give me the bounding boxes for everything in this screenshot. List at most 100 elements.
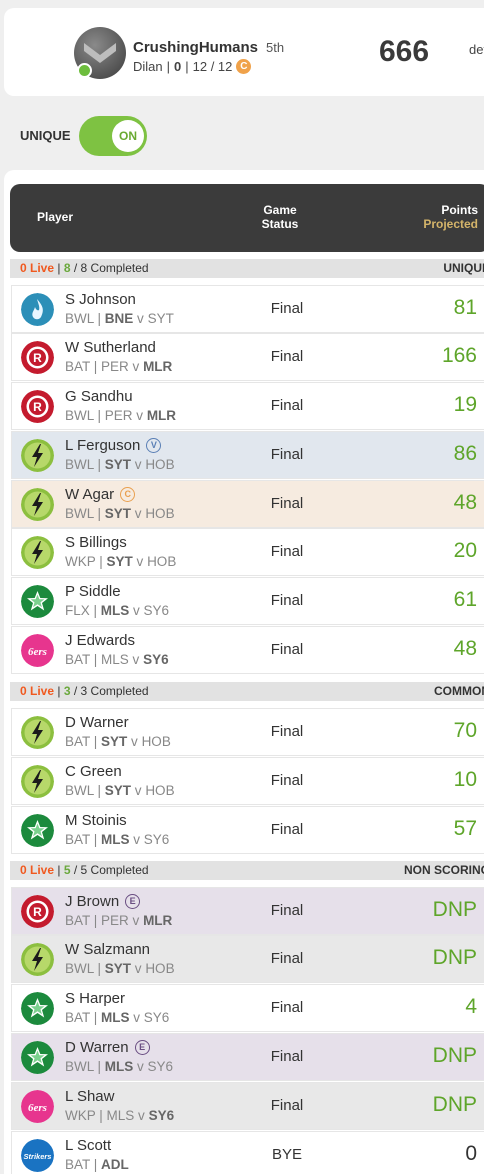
player-row[interactable]: L Ferguson V BWL | SYT v HOB Final 86 (11, 431, 484, 479)
player-name-wrap[interactable]: J Edwards (65, 632, 135, 649)
player-name[interactable]: P Siddle (65, 583, 121, 600)
player-name-wrap[interactable]: W Salzmann (65, 941, 150, 958)
player-meta: WKP | SYT v HOB (65, 554, 177, 569)
emergency-icon: E (125, 894, 141, 909)
player-team: SYT (106, 554, 133, 569)
player-row[interactable]: C Green BWL | SYT v HOB Final 10 (11, 757, 484, 805)
player-name-wrap[interactable]: S Harper (65, 990, 125, 1007)
player-name-wrap[interactable]: W Agar C (65, 486, 136, 503)
player-name[interactable]: L Ferguson (65, 437, 141, 454)
player-row[interactable]: M Stoinis BAT | MLS v SY6 Final 57 (11, 806, 484, 854)
vice-captain-icon: V (146, 438, 162, 453)
captain-icon: C (120, 487, 136, 502)
player-points: 48 (453, 491, 477, 514)
opponent-text[interactable]: def (469, 42, 484, 57)
live-count: 0 Live (20, 863, 55, 877)
player-name[interactable]: W Agar (65, 486, 115, 503)
player-name[interactable]: W Sutherland (65, 339, 156, 356)
player-name[interactable]: M Stoinis (65, 812, 127, 829)
player-team: SYT (104, 783, 132, 798)
renegades-icon: R (21, 895, 54, 928)
player-name-wrap[interactable]: D Warner (65, 714, 129, 731)
column-player[interactable]: Player (37, 210, 74, 224)
player-points: 10 (453, 768, 477, 791)
player-row[interactable]: R G Sandhu BWL | PER v MLR Final 19 (11, 382, 484, 430)
sixers-icon: 6ers (21, 634, 54, 667)
player-name-wrap[interactable]: J Brown E (65, 893, 141, 910)
player-points: 19 (453, 393, 477, 416)
player-name-wrap[interactable]: P Siddle (65, 583, 121, 600)
player-row[interactable]: R W Sutherland BAT | PER v MLR Final 166 (11, 333, 484, 381)
game-status: Final (270, 495, 304, 512)
column-points[interactable]: Points Projected (423, 203, 478, 231)
player-name-wrap[interactable]: S Billings (65, 534, 127, 551)
player-name-wrap[interactable]: C Green (65, 763, 122, 780)
player-row[interactable]: S Johnson BWL | BNE v SYT Final 81 (11, 285, 484, 333)
player-meta: BAT | SYT v HOB (65, 734, 171, 749)
player-team: SYT (104, 961, 132, 976)
player-team: MLS (100, 603, 130, 618)
svg-text:R: R (33, 905, 42, 919)
player-row[interactable]: W Salzmann BWL | SYT v HOB Final DNP (11, 935, 484, 983)
player-opponent: HOB (145, 783, 175, 798)
player-meta: FLX | MLS v SY6 (65, 603, 170, 618)
player-row[interactable]: Strikers L Scott BAT | ADL BYE 0 (11, 1131, 484, 1174)
player-meta: BWL | SYT v HOB (65, 457, 175, 472)
player-meta: WKP | MLS v SY6 (65, 1108, 175, 1123)
player-row[interactable]: W Agar C BWL | SYT v HOB Final 48 (11, 480, 484, 528)
player-name[interactable]: J Brown (65, 893, 120, 910)
player-points: DNP (432, 1093, 477, 1116)
player-name-wrap[interactable]: L Scott (65, 1137, 111, 1154)
game-status: Final (270, 592, 304, 609)
player-row[interactable]: R J Brown E BAT | PER v MLR Final DNP (11, 887, 484, 935)
player-name[interactable]: S Harper (65, 990, 126, 1007)
player-team: MLS (101, 652, 129, 667)
player-row[interactable]: P Siddle FLX | MLS v SY6 Final 61 (11, 577, 484, 625)
player-name[interactable]: L Scott (65, 1137, 112, 1154)
player-opponent: SYT (147, 311, 174, 326)
player-name[interactable]: D Warner (65, 714, 129, 731)
online-status-dot (77, 63, 92, 78)
player-row[interactable]: S Billings WKP | SYT v HOB Final 20 (11, 528, 484, 576)
column-game-status[interactable]: Game Status (250, 203, 310, 231)
player-team: MLS (106, 1108, 135, 1123)
player-role: BAT (65, 1010, 91, 1025)
player-name[interactable]: S Johnson (65, 291, 136, 308)
player-opponent: SY6 (143, 832, 170, 847)
player-team: PER (101, 359, 129, 374)
completed-count: 3 (63, 684, 71, 698)
player-name-wrap[interactable]: W Sutherland (65, 339, 156, 356)
player-row[interactable]: D Warner BAT | SYT v HOB Final 70 (11, 708, 484, 756)
game-status: Final (270, 397, 304, 414)
player-opponent: MLR (143, 359, 173, 374)
player-role: BAT (65, 734, 91, 749)
player-name-wrap[interactable]: L Ferguson V (65, 437, 162, 454)
column-points-label: Points (441, 203, 478, 217)
player-row[interactable]: S Harper BAT | MLS v SY6 Final 4 (11, 984, 484, 1032)
player-name-wrap[interactable]: M Stoinis (65, 812, 127, 829)
player-name-wrap[interactable]: D Warren E (65, 1039, 150, 1056)
player-meta: BWL | MLS v SY6 (65, 1059, 174, 1074)
player-name[interactable]: S Billings (65, 534, 127, 551)
renegades-icon: R (21, 390, 54, 423)
team-score: 666 (379, 35, 430, 68)
player-name[interactable]: C Green (65, 763, 122, 780)
team-header-card[interactable]: CrushingHumans 5th Dilan | 0 | 12 / 12 C… (4, 8, 484, 96)
player-name[interactable]: W Salzmann (65, 941, 151, 958)
player-name-wrap[interactable]: L Shaw (65, 1088, 114, 1105)
game-status: Final (270, 723, 304, 740)
player-row[interactable]: D Warren E BWL | MLS v SY6 Final DNP (11, 1033, 484, 1081)
player-name[interactable]: G Sandhu (65, 388, 133, 405)
player-row[interactable]: 6ers L Shaw WKP | MLS v SY6 Final DNP (11, 1082, 484, 1130)
unique-toggle[interactable]: ON (79, 116, 147, 156)
player-name[interactable]: L Shaw (65, 1088, 115, 1105)
player-row[interactable]: 6ers J Edwards BAT | MLS v SY6 Final 48 (11, 626, 484, 674)
player-name-wrap[interactable]: G Sandhu (65, 388, 133, 405)
player-name-wrap[interactable]: S Johnson (65, 291, 136, 308)
player-name[interactable]: J Edwards (65, 632, 136, 649)
game-status: Final (270, 446, 304, 463)
player-name[interactable]: D Warren (65, 1039, 129, 1056)
player-opponent: SY6 (143, 652, 169, 667)
stars-icon (21, 585, 54, 618)
